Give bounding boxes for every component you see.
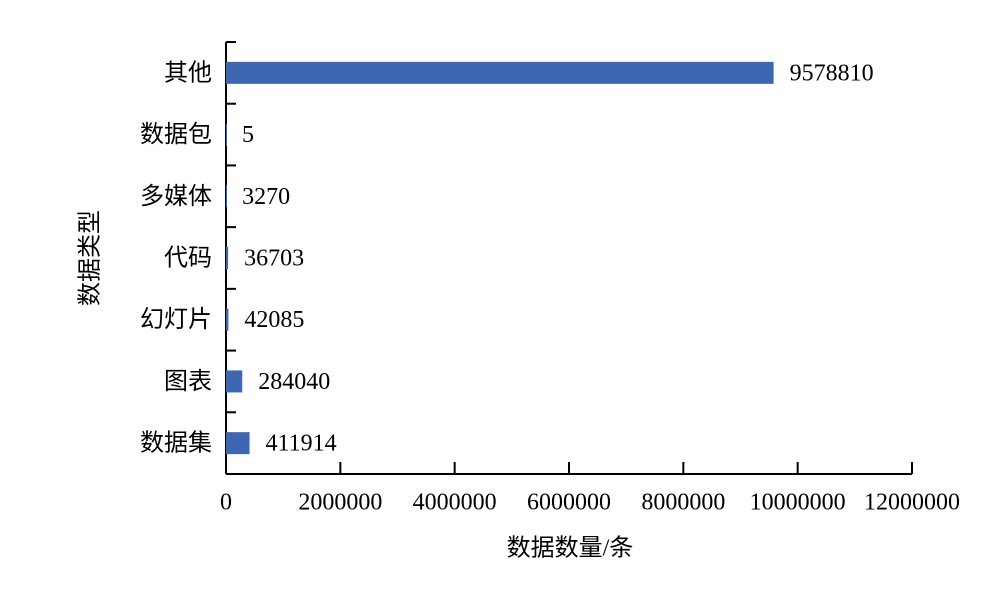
bar xyxy=(226,185,227,208)
value-label: 42085 xyxy=(244,307,304,333)
y-tick-label: 数据集 xyxy=(140,430,212,457)
y-axis-label: 数据类型 xyxy=(77,210,104,306)
x-tick-label: 6000000 xyxy=(527,490,611,516)
bar xyxy=(226,308,229,331)
y-tick-label: 其他 xyxy=(164,59,212,86)
x-tick-label: 12000000 xyxy=(864,490,960,516)
value-label: 284040 xyxy=(258,369,330,395)
bar xyxy=(226,370,243,393)
value-label: 411914 xyxy=(266,431,337,457)
x-tick-label: 4000000 xyxy=(413,490,497,516)
bar xyxy=(226,123,227,146)
x-tick-label: 2000000 xyxy=(298,490,382,516)
value-label: 36703 xyxy=(244,246,304,272)
x-axis-label: 数据数量/条 xyxy=(507,535,634,562)
y-tick-label: 多媒体 xyxy=(140,183,212,210)
value-label: 3270 xyxy=(242,184,290,210)
x-tick-label: 8000000 xyxy=(641,490,725,516)
y-tick-label: 幻灯片 xyxy=(140,306,212,333)
bar xyxy=(226,61,774,84)
x-tick-label: 0 xyxy=(220,490,232,516)
value-label: 9578810 xyxy=(790,60,874,86)
y-tick-label: 图表 xyxy=(164,368,212,395)
bar xyxy=(226,432,250,455)
y-tick-label: 数据包 xyxy=(140,121,212,148)
x-tick-label: 10000000 xyxy=(750,490,846,516)
y-tick-label: 代码 xyxy=(164,245,212,272)
bar xyxy=(226,247,229,269)
value-label: 5 xyxy=(242,122,254,148)
